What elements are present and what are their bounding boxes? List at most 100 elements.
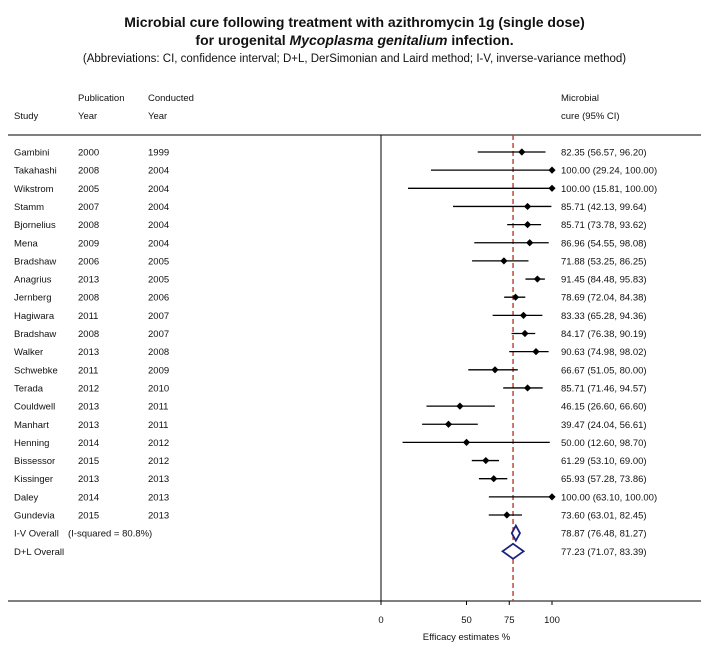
publication-year: 2011 [78,311,98,322]
chart-title-line2: for urogenital Mycoplasma genitalium inf… [195,32,514,48]
ci-label: 82.35 (56.57, 96.20) [561,148,647,159]
study-name: Kissinger [14,474,53,485]
ci-label: 100.00 (63.10, 100.00) [561,492,657,503]
ci-label: 73.60 (63.01, 82.45) [561,511,647,522]
publication-year: 2012 [78,383,99,394]
study-name: Mena [14,238,38,249]
ci-label: 91.45 (84.48, 95.83) [561,275,647,286]
conducted-year: 2005 [148,275,169,286]
publication-year: 2014 [78,492,99,503]
chart-subtitle: (Abbreviations: CI, confidence interval;… [82,53,627,65]
conducted-year: 2007 [148,311,169,322]
ci-label: 77.23 (71.07, 83.39) [561,547,647,558]
overall-label: D+L Overall [14,547,64,558]
point-estimate [511,293,520,301]
conducted-year: 2008 [148,347,169,358]
conducted-year: 2012 [148,438,169,449]
conducted-year: 2007 [148,329,169,340]
chart-title-line1: Microbial cure following treatment with … [124,14,585,30]
point-estimate [456,402,464,410]
publication-year: 2011 [78,365,98,376]
publication-year: 2013 [78,402,99,413]
conducted-year: 2004 [148,220,169,231]
header-conducted-year: Year [148,111,168,122]
study-name: Gundevia [14,511,55,522]
heterogeneity-note: (I-squared = 80.8%) [68,529,152,540]
x-tick-label: 50 [461,615,472,626]
study-name: Schwebke [14,365,58,376]
conducted-year: 2006 [148,293,169,304]
publication-year: 2013 [78,474,99,485]
conducted-year: 2012 [148,456,169,467]
point-estimate [548,166,556,174]
point-estimate [526,239,534,247]
ci-label: 100.00 (29.24, 100.00) [561,166,657,177]
ci-label: 65.93 (57.28, 73.86) [561,474,647,485]
point-estimate [519,311,528,319]
study-name: Bradshaw [14,329,56,340]
point-estimate [518,148,526,156]
point-estimate [503,511,511,519]
point-estimate [548,493,556,501]
header-publication: Publication [78,93,125,104]
header-publication-year: Year [78,111,98,122]
header-ci: cure (95% CI) [561,111,620,122]
study-name: Manhart [14,420,49,431]
ci-label: 61.29 (53.10, 69.00) [561,456,647,467]
publication-year: 2014 [78,438,99,449]
ci-label: 84.17 (76.38, 90.19) [561,329,647,340]
conducted-year: 2013 [148,492,169,503]
conducted-year: 2011 [148,420,168,431]
ci-label: 83.33 (65.28, 94.36) [561,311,647,322]
overall-diamond [510,523,521,543]
publication-year: 2009 [78,238,99,249]
ci-label: 78.69 (72.04, 84.38) [561,293,647,304]
ci-label: 46.15 (26.60, 66.60) [561,402,647,413]
publication-year: 2008 [78,220,99,231]
study-name: Anagrius [14,275,52,286]
publication-year: 2008 [78,293,99,304]
conducted-year: 2004 [148,166,169,177]
conducted-year: 2005 [148,256,169,267]
study-name: Takahashi [14,166,57,177]
ci-label: 100.00 (15.81, 100.00) [561,184,657,195]
header-microbial: Microbial [561,93,600,104]
conducted-year: 2013 [148,474,169,485]
publication-year: 2008 [78,166,99,177]
conducted-year: 2010 [148,383,169,394]
ci-label: 39.47 (24.04, 56.61) [561,420,647,431]
ci-label: 50.00 (12.60, 98.70) [561,438,647,449]
study-name: Bissessor [14,456,55,467]
header-conducted: Conducted [148,93,194,104]
publication-year: 2013 [78,275,99,286]
point-estimate [523,221,532,229]
conducted-year: 2011 [148,402,168,413]
publication-year: 2013 [78,347,99,358]
overall-label: I-V Overall [14,529,59,540]
point-estimate [523,202,532,211]
ci-label: 78.87 (76.48, 81.27) [561,529,647,540]
study-name: Bradshaw [14,256,56,267]
study-name: Henning [14,438,49,449]
study-name: Hagiwara [14,311,55,322]
conducted-year: 2004 [148,184,169,195]
header-study: Study [14,111,39,122]
publication-year: 2005 [78,184,99,195]
point-estimate [491,366,499,374]
study-name: Walker [14,347,43,358]
point-estimate [444,420,453,428]
point-estimate [500,257,508,265]
study-name: Gambini [14,148,49,159]
ci-label: 85.71 (42.13, 99.64) [561,202,647,213]
point-estimate [533,275,541,283]
publication-year: 2015 [78,511,99,522]
point-estimate [532,348,540,356]
publication-year: 2015 [78,456,99,467]
x-tick-label: 100 [544,615,560,626]
x-axis-label: Efficacy estimates % [423,632,511,643]
x-tick-label: 0 [378,615,383,626]
point-estimate [462,438,471,446]
point-estimate [521,329,529,338]
study-name: Bjornelius [14,220,56,231]
